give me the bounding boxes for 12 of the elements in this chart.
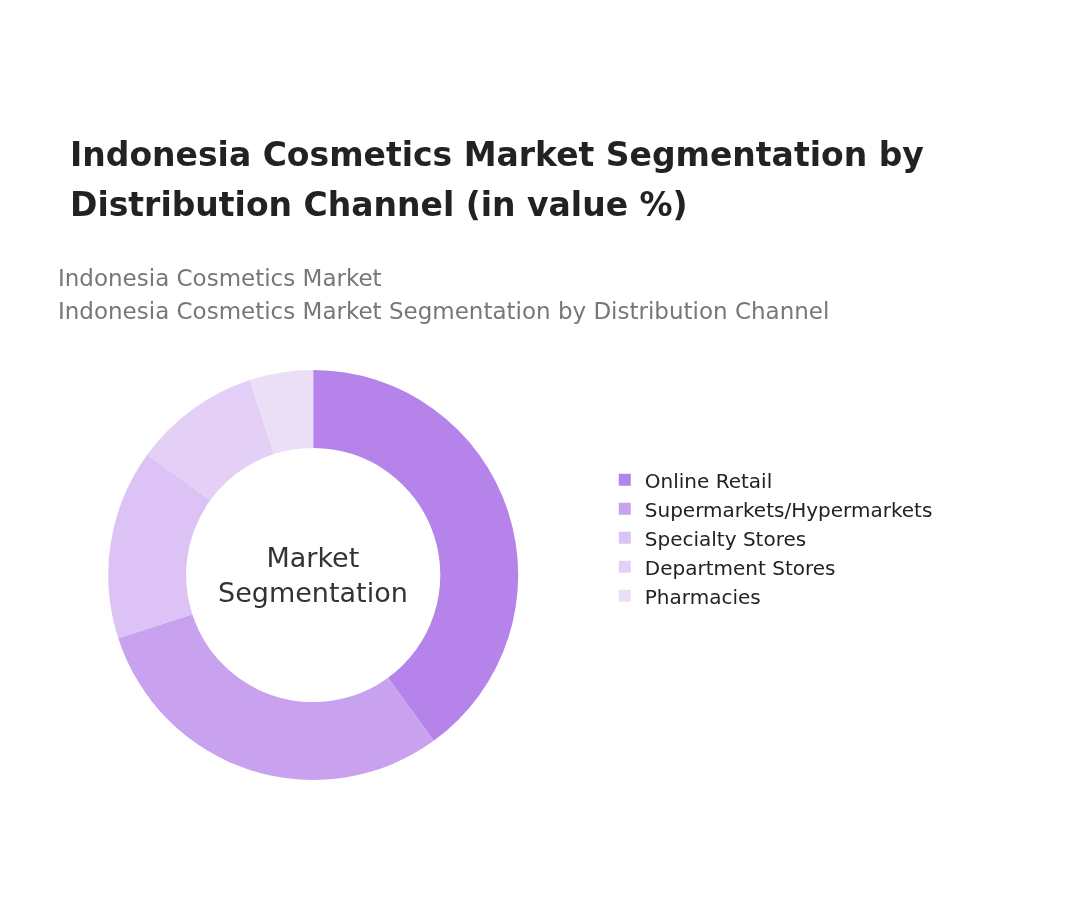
legend-label: Online Retail bbox=[644, 468, 773, 493]
chart-title: Indonesia Cosmetics Market Segmentation by Distribution Channel (in value %) bbox=[70, 134, 925, 226]
chart-subtitle: Indonesia Cosmetics Market Indonesia Cosmetics Market Segmentation by Distribution Channel bbox=[58, 264, 831, 326]
legend-label: Department Stores bbox=[644, 555, 836, 580]
donut-slice bbox=[108, 454, 211, 639]
legend-label: Specialty Stores bbox=[644, 526, 807, 551]
donut-slice bbox=[147, 380, 274, 501]
donut-slice bbox=[118, 614, 434, 780]
donut-slice bbox=[249, 370, 314, 455]
legend-label: Pharmacies bbox=[644, 584, 761, 609]
legend-label: Supermarkets/Hypermarkets bbox=[644, 497, 933, 522]
text: Market Segmentation bbox=[218, 542, 408, 609]
